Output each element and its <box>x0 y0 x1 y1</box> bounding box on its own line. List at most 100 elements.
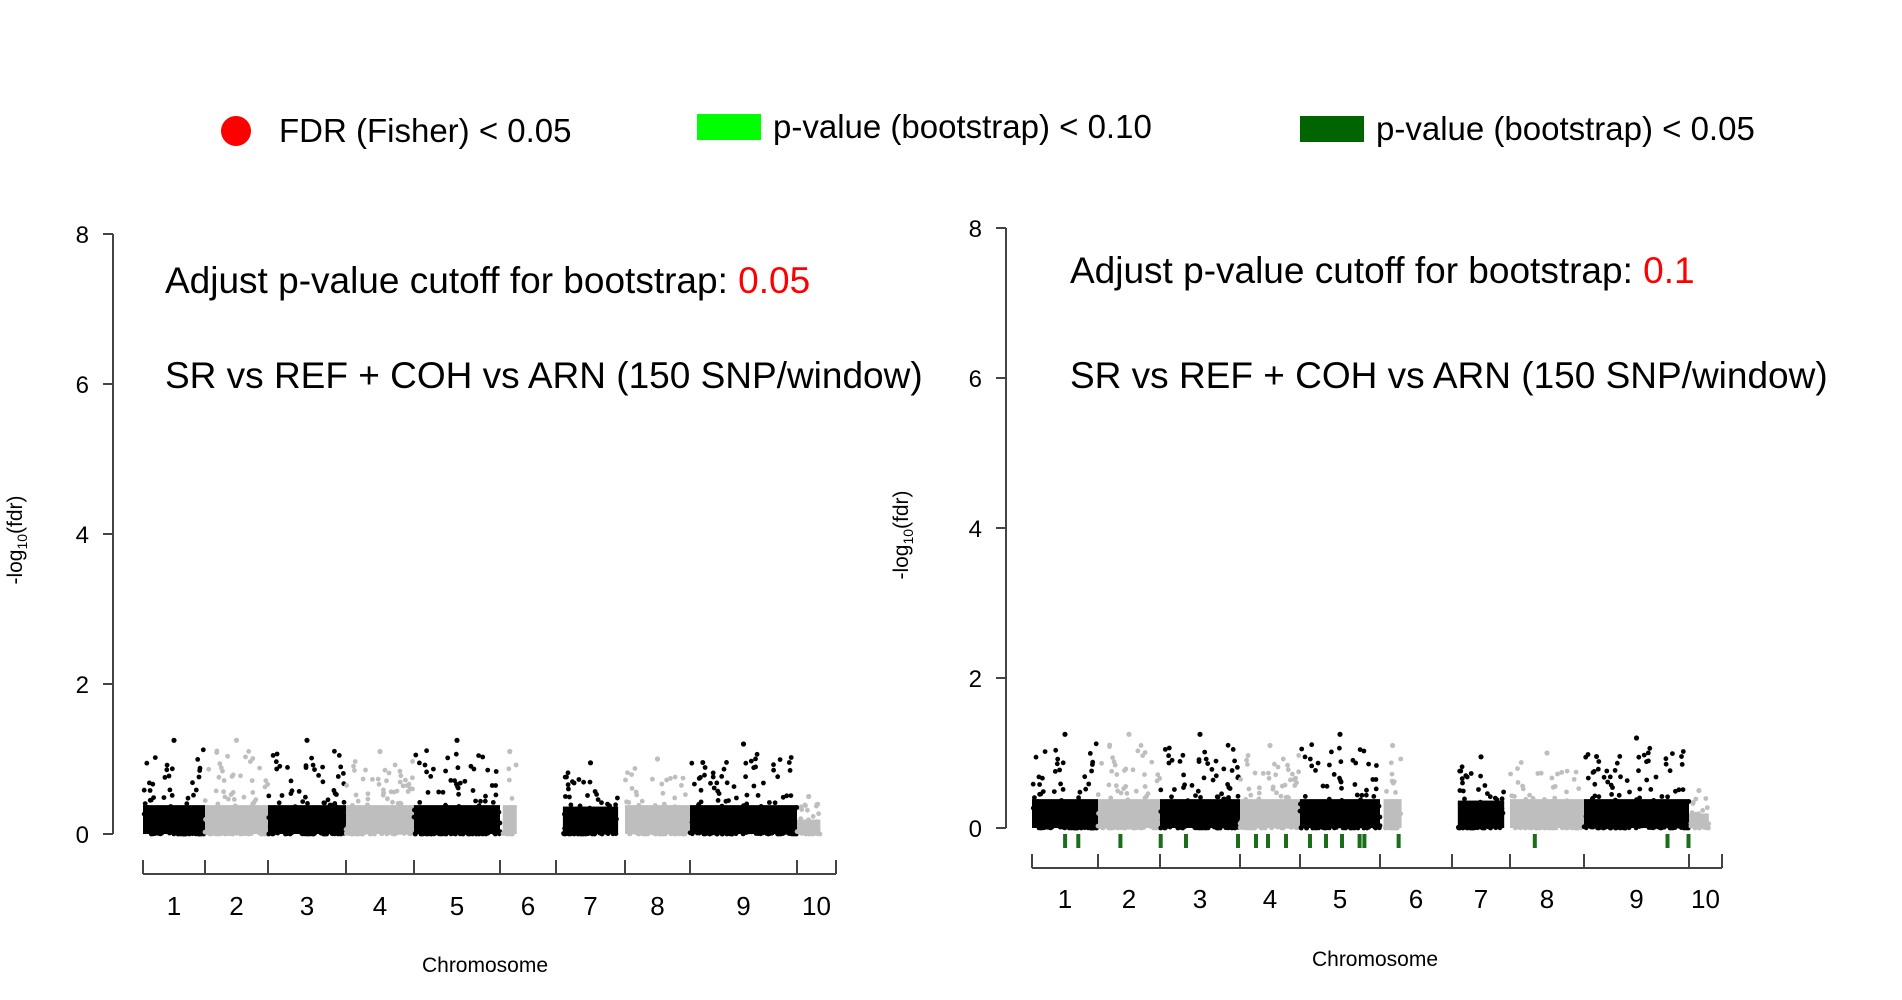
point <box>1497 815 1502 821</box>
point <box>1374 763 1379 768</box>
point <box>570 809 576 815</box>
point <box>781 830 787 836</box>
point <box>368 824 374 829</box>
point <box>1169 794 1174 800</box>
point <box>1576 786 1582 791</box>
point <box>1168 807 1174 812</box>
legend-dot-red <box>221 116 251 146</box>
point <box>1481 817 1487 823</box>
point <box>300 799 306 804</box>
point <box>1515 766 1520 771</box>
point <box>187 817 193 822</box>
point <box>1059 824 1065 830</box>
point <box>1358 797 1363 803</box>
point <box>645 806 651 812</box>
point <box>1487 819 1493 824</box>
bootstrap-significance-marker <box>1184 834 1188 848</box>
point <box>277 763 283 769</box>
point <box>1373 777 1379 782</box>
point <box>1567 805 1572 811</box>
point <box>588 826 593 831</box>
annotation-cutoff: Adjust p-value cutoff for bootstrap: 0.1 <box>1070 250 1695 291</box>
point <box>191 792 196 798</box>
point <box>1297 808 1303 814</box>
point <box>1293 825 1299 830</box>
annotation-comparison: SR vs REF + COH vs ARN (150 SNP/window) <box>1070 355 1828 396</box>
point <box>1482 823 1488 829</box>
point <box>1266 775 1272 781</box>
point <box>509 827 514 832</box>
point <box>1459 776 1465 782</box>
point <box>1064 810 1070 816</box>
point <box>728 822 734 828</box>
point <box>1304 825 1309 831</box>
point <box>1167 812 1173 818</box>
point <box>810 814 816 819</box>
point <box>1499 806 1505 812</box>
point <box>1287 820 1292 826</box>
point <box>1098 824 1104 830</box>
point <box>1595 810 1601 816</box>
point <box>1530 796 1536 801</box>
point <box>1457 788 1463 793</box>
point <box>453 831 458 837</box>
point <box>597 830 603 836</box>
point <box>238 773 243 779</box>
point <box>1039 819 1044 825</box>
point <box>1111 759 1117 765</box>
point <box>674 811 680 817</box>
legend-label-bootstrap-005: p-value (bootstrap) < 0.05 <box>1376 110 1755 147</box>
point <box>1117 818 1123 824</box>
chromosome-label-6: 6 <box>521 891 535 921</box>
point <box>1525 809 1530 815</box>
point <box>754 751 760 757</box>
point <box>428 825 434 830</box>
point <box>167 814 173 820</box>
point <box>611 806 616 812</box>
point <box>427 815 433 820</box>
point <box>332 801 338 806</box>
point <box>807 829 813 834</box>
point <box>776 819 782 825</box>
point <box>700 760 706 765</box>
point <box>1223 821 1229 827</box>
point <box>354 831 360 837</box>
point <box>1212 808 1218 814</box>
point <box>1620 811 1626 817</box>
point <box>1162 815 1168 820</box>
point <box>1459 810 1465 816</box>
point <box>710 770 716 776</box>
point <box>1237 825 1243 830</box>
point <box>1564 768 1570 774</box>
point <box>1123 803 1128 808</box>
point <box>1113 783 1119 789</box>
point <box>1321 825 1327 831</box>
point <box>445 755 451 761</box>
point <box>169 766 175 772</box>
point <box>630 810 635 815</box>
y-axis-title: -log10(fdr) <box>890 490 916 579</box>
point <box>1596 759 1602 764</box>
point <box>225 753 231 759</box>
point <box>476 803 482 809</box>
point <box>1131 821 1136 827</box>
point <box>285 765 290 770</box>
point <box>1627 789 1632 795</box>
point <box>155 830 161 836</box>
point <box>1145 791 1151 797</box>
y-tick-label: 8 <box>969 216 982 243</box>
point <box>1701 821 1707 827</box>
point <box>148 831 154 837</box>
point <box>1516 804 1521 809</box>
point <box>242 831 248 837</box>
point <box>1358 815 1364 821</box>
point <box>219 830 225 836</box>
x-axis: 1 2 3 4 5 6 7 8 9 10 <box>142 860 837 921</box>
point <box>1218 824 1224 829</box>
point <box>1046 817 1051 822</box>
point <box>496 809 502 815</box>
point <box>1274 790 1279 796</box>
point <box>1522 825 1528 831</box>
point <box>395 809 401 815</box>
point <box>225 824 230 830</box>
